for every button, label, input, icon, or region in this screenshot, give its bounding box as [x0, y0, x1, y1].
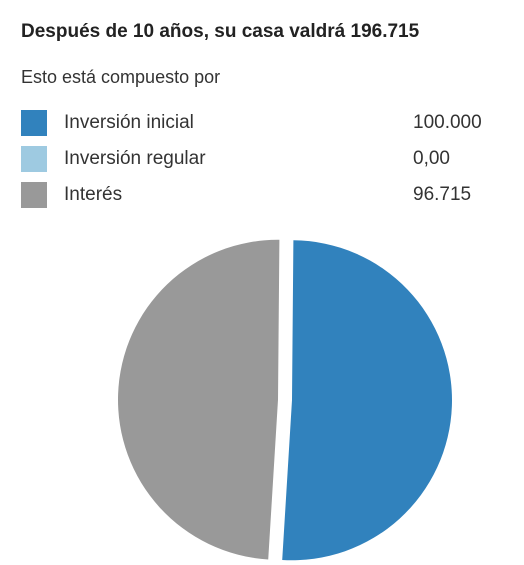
- legend-label: Interés: [64, 184, 123, 205]
- page-title: Después de 10 años, su casa valdrá 196.7…: [21, 21, 420, 42]
- legend-value: 100.000: [413, 112, 482, 133]
- legend-item-inversion-regular: Inversión regular 0,00: [21, 144, 501, 180]
- legend-swatch: [21, 182, 47, 208]
- legend-label: Inversión inicial: [64, 112, 194, 133]
- pie-slice-interes: [118, 239, 280, 560]
- legend: Inversión inicial 100.000 Inversión regu…: [21, 108, 501, 216]
- legend-item-inversion-inicial: Inversión inicial 100.000: [21, 108, 501, 144]
- pie-slice-inversion-inicial: [282, 240, 452, 561]
- legend-label: Inversión regular: [64, 148, 206, 169]
- page-subtitle: Esto está compuesto por: [21, 67, 221, 87]
- pie-chart: [118, 239, 452, 561]
- pie-slices: [118, 239, 452, 561]
- legend-swatch: [21, 110, 47, 136]
- legend-swatch: [21, 146, 47, 172]
- legend-item-interes: Interés 96.715: [21, 180, 501, 216]
- legend-value: 96.715: [413, 184, 472, 205]
- legend-value: 0,00: [413, 148, 450, 169]
